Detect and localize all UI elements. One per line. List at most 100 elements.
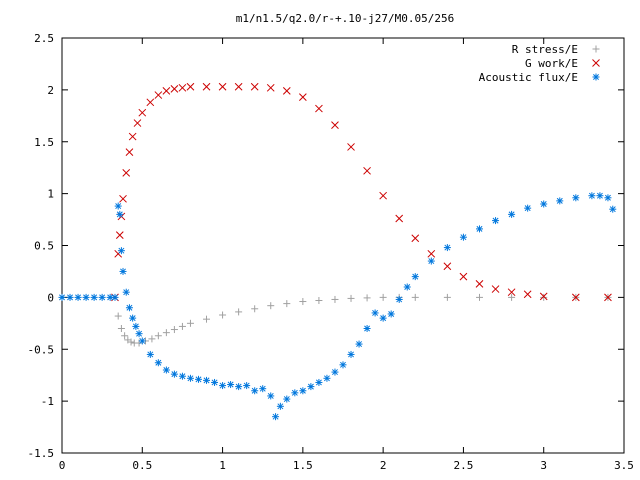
data-point [411,234,420,243]
data-point [363,166,371,175]
data-point [154,91,163,99]
data-point [170,326,178,334]
data-point [178,83,187,92]
data-point [459,272,468,281]
data-point [178,372,186,380]
data-point [58,293,66,301]
data-point [127,338,135,346]
y-tick-label: -0.5 [28,343,55,356]
data-point [315,378,323,386]
y-tick-label: -1 [41,395,54,408]
data-point [202,82,211,91]
data-point [117,325,125,332]
data-point [251,387,259,395]
y-tick-label: 0 [47,291,54,304]
data-point [403,283,411,291]
x-tick-label: 3 [540,459,547,472]
y-tick-label: 1.5 [34,136,54,149]
data-point [283,300,291,308]
data-point [604,194,612,202]
data-point [219,311,227,319]
data-point [331,295,339,303]
data-point [323,374,331,382]
data-point [122,169,131,177]
data-point [186,82,195,91]
data-point [186,319,194,327]
y-tick-label: -1.5 [28,447,55,460]
y-tick-label: 0.5 [34,240,54,253]
data-point [475,280,484,288]
data-point [331,121,339,130]
data-point [211,378,219,386]
data-point [387,310,395,318]
data-point [347,143,355,151]
data-point [117,247,125,255]
data-point [146,350,154,358]
data-point [133,119,142,127]
data-point [347,350,355,358]
x-tick-label: 2 [380,459,387,472]
data-point [282,87,291,95]
y-tick-label: 2.5 [34,32,54,45]
data-point [331,368,339,376]
data-point [588,192,596,200]
x-tick-label: 0.5 [132,459,152,472]
y-tick-label: 1 [47,188,54,201]
data-point [507,288,516,297]
data-point [162,329,170,337]
data-point [355,340,363,348]
data-point [299,298,307,306]
data-point [556,197,564,205]
legend-label: R stress/E [512,43,578,56]
data-point [315,104,323,113]
axis-ticks: 0 0.5 1 1.5 2 2.5 3 3.5 -1.5 -1 -0.5 0 0.5 1 1.5 2 2.5 [28,32,634,472]
data-point [170,370,178,378]
data-point [251,305,259,313]
data-point [170,84,179,93]
data-point [162,366,170,374]
y-tick-label: 2 [47,84,54,97]
data-point [363,325,371,332]
data-point [194,375,202,383]
data-point [119,267,127,275]
legend-label: G work/E [525,57,578,70]
data-point [243,382,251,390]
data-point [66,293,74,301]
data-point [443,244,451,252]
data-point [203,315,211,323]
data-point [604,293,612,302]
data-point [475,293,483,301]
data-point [227,381,235,389]
data-point [267,392,275,400]
data-point [272,413,280,421]
data-point [524,204,532,212]
data-point [307,383,315,391]
data-point [276,402,284,410]
chart-title: m1/n1.5/q2.0/r-+.10-j27/M0.05/256 [236,12,455,25]
data-point [540,293,548,301]
data-point [98,293,106,301]
data-point [250,82,259,91]
data-point [395,295,403,303]
data-point [443,293,451,301]
data-point [90,293,98,301]
data-point [119,194,127,203]
series-1 [111,82,612,302]
data-point [235,383,243,391]
legend-marker [592,45,600,53]
x-tick-label: 1 [219,459,226,472]
plot-frame [61,37,625,454]
data-point [115,231,124,239]
x-tick-label: 1.5 [293,459,313,472]
data-point [129,314,137,322]
data-point [492,217,500,225]
data-point [128,132,137,141]
data-point [411,273,419,281]
data-point [315,296,323,304]
data-point [148,335,156,343]
data-point [508,293,516,301]
legend-marker [592,59,600,67]
data-point [162,87,171,95]
data-point [443,262,452,271]
